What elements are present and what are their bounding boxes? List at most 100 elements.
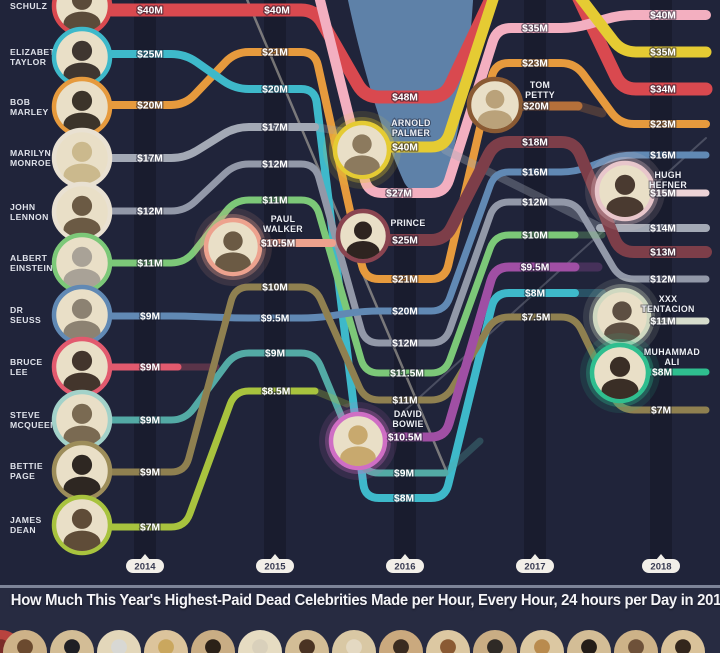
value-label: $10M [522, 231, 548, 242]
value-label: $7M [651, 406, 671, 417]
value-label: $11M [137, 259, 162, 270]
portrait-bust [344, 134, 380, 175]
labels-schulz: $40M $40M $48M $34M [136, 4, 677, 105]
roster-avatar-4 [51, 181, 113, 243]
labels-xxx-tentacion: $11M [649, 315, 677, 329]
chart-name-annotation: DAVID BOWIE [392, 409, 423, 429]
chart-name-annotation: MUHAMMAD ALI [644, 347, 700, 367]
value-label: $13M [650, 248, 676, 259]
chart-name-annotation: HUGH HEFNER [649, 170, 687, 190]
value-label: $10.5M [261, 239, 295, 250]
chart-avatar-david-bowie [319, 402, 397, 480]
value-label: $12M [137, 207, 163, 218]
svg-text:2014: 2014 [134, 562, 156, 573]
labels-taylor: $25M $20M $8M $8M [136, 48, 546, 506]
series-dean [108, 387, 351, 531]
value-label: $20M [262, 85, 288, 96]
column-shade [264, 0, 286, 560]
labels-lennon: $12M $12M $12M $12M $12M [136, 158, 677, 351]
svg-text:2015: 2015 [264, 562, 286, 573]
value-label: $9M [140, 363, 160, 374]
value-label: $27M [386, 189, 412, 200]
chart-name-annotation: TOM PETTY [525, 80, 555, 100]
chart-name-annotation: PAUL WALKER [263, 214, 303, 234]
value-label: $10.5M [388, 433, 422, 444]
value-label: $7.5M [522, 313, 551, 324]
series-schulz [105, 0, 713, 104]
value-label: $9M [140, 312, 160, 323]
series-pink-series [314, 0, 711, 198]
value-label: $9.5M [261, 314, 290, 325]
roster-name-0: SCHULZ [10, 1, 47, 11]
labels-mcqueen: $9M $9M $9M [139, 347, 416, 481]
chart-avatar-xxx-tentacion [583, 278, 661, 356]
portrait-bust [534, 639, 550, 653]
portrait-bust [393, 639, 409, 653]
value-label: $25M [137, 50, 163, 61]
footer-avatar-6 [238, 630, 282, 653]
labels-ali: $8M [651, 366, 674, 380]
value-label: $11M [392, 396, 417, 407]
year-pill-2017: 2017 [516, 554, 554, 573]
footer-avatar-2 [50, 630, 94, 653]
labels-walker: $10.5M [260, 237, 297, 251]
value-label: $23M [522, 59, 548, 70]
value-label: $25M [392, 236, 418, 247]
year-pill-2015: 2015 [256, 554, 294, 573]
value-label: $35M [650, 48, 676, 59]
portrait-bust [675, 639, 691, 653]
value-label: $21M [262, 48, 288, 59]
labels-prince: $25M $18M $13M [391, 136, 677, 260]
year-pill-2018: 2018 [642, 554, 680, 573]
value-label: $9M [265, 349, 285, 360]
labels-marley: $20M $21M $21M $23M $23M [136, 46, 677, 287]
value-label: $12M [392, 339, 418, 350]
roster-avatar-1 [51, 26, 113, 88]
portrait-bust [601, 356, 639, 399]
value-label: $40M [650, 11, 676, 22]
roster-avatar-7 [51, 336, 113, 398]
series-palmer [380, 0, 712, 153]
portrait-bust [340, 425, 376, 466]
chart-avatar-hugh-hefner [585, 151, 665, 231]
labels-monroe: $17M $17M $14M [136, 121, 677, 236]
value-label: $20M [137, 101, 163, 112]
chart-avatar-tom-petty [466, 76, 524, 134]
footer-avatar-15 [661, 630, 705, 653]
value-label: $17M [262, 123, 288, 134]
labels-dean: $7M $8.5M [139, 385, 292, 535]
roster-avatar-6 [51, 284, 113, 346]
roster-name-8: STEVE MCQUEEN [10, 410, 57, 430]
portrait-bust [299, 639, 315, 653]
roster-name-2: BOB MARLEY [10, 97, 49, 117]
value-label: $9.5M [521, 263, 550, 274]
series-einstein [108, 196, 606, 377]
value-label: $17M [137, 154, 163, 165]
roster-avatar-8 [51, 389, 113, 451]
labels-einstein: $11M $11M $11.5M $10M [136, 194, 549, 381]
value-label: $35M [522, 24, 548, 35]
footer-avatar-1 [3, 630, 47, 653]
chart-name-annotation: XXX TENTACION [641, 294, 694, 314]
chart-avatar-arnold-palmer [323, 111, 401, 189]
value-label: $12M [522, 198, 548, 209]
footer-avatar-10 [426, 630, 470, 653]
value-label: $8M [525, 289, 545, 300]
labels-palmer: $40M $35M [391, 46, 677, 155]
value-label: $20M [523, 102, 549, 113]
footer-avatar-4 [144, 630, 188, 653]
roster-name-4: JOHN LENNON [10, 202, 49, 222]
portrait-bust [252, 639, 268, 653]
labels-bruce-lee: $9M [139, 361, 162, 375]
value-label: $11M [650, 317, 675, 328]
roster-name-10: JAMES DEAN [10, 515, 42, 535]
section-divider [0, 585, 720, 588]
portrait-bust [581, 639, 597, 653]
footer-avatar-8 [332, 630, 376, 653]
portrait-bust [63, 454, 101, 497]
roster-name-6: DR SEUSS [10, 305, 41, 325]
roster-name-1: ELIZABETH TAYLOR [10, 47, 62, 67]
footer-avatar-row [0, 630, 705, 653]
value-label: $9M [394, 469, 414, 480]
